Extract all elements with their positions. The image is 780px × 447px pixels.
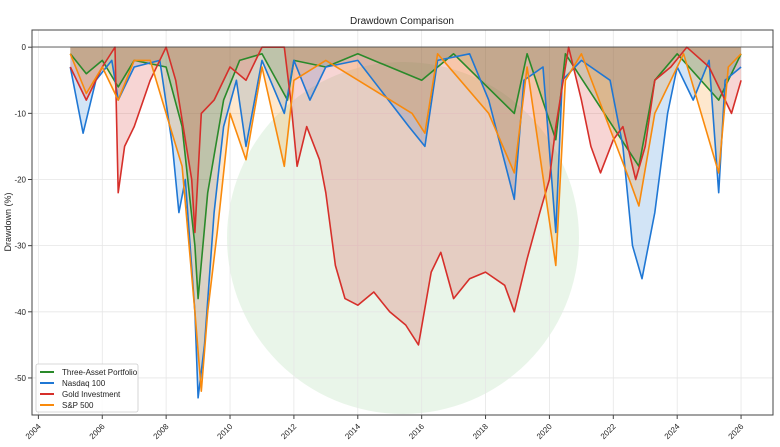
legend-label: S&P 500 (62, 401, 94, 410)
line-gold-investment (69, 46, 742, 346)
y-axis-label: Drawdown (%) (3, 192, 13, 251)
legend-label: Gold Investment (62, 390, 121, 399)
area-s-p-500 (70, 47, 742, 392)
x-tick-label: 2026 (727, 422, 746, 441)
x-tick-label: 2018 (471, 422, 490, 441)
x-tick-label: 2024 (663, 422, 682, 441)
y-axis: 0 -10 -20 -30 -40 -50 (14, 43, 32, 383)
line-nasdaq-100 (69, 53, 742, 399)
legend: Three-Asset Portfolio Nasdaq 100 Gold Inve… (35, 363, 139, 413)
x-tick-label: 2022 (599, 422, 618, 441)
y-tick-label: 0 (22, 43, 27, 52)
y-tick-label: -10 (14, 109, 26, 118)
x-axis: 2004 2006 2008 2010 2012 2014 2016 2018 2020 2022… (24, 415, 746, 441)
y-tick-label: -50 (14, 374, 26, 383)
drawdown-lines (69, 46, 742, 399)
line-s-p-500 (69, 53, 742, 392)
x-tick-label: 2004 (24, 422, 43, 441)
area-three-asset-portfolio (70, 47, 742, 299)
x-tick-label: 2016 (407, 422, 426, 441)
y-tick-label: -20 (14, 176, 26, 185)
legend-box (35, 363, 139, 413)
x-tick-label: 2008 (152, 422, 171, 441)
y-tick-label: -30 (14, 242, 26, 251)
x-tick-label: 2020 (535, 422, 554, 441)
area-gold-investment (70, 47, 742, 345)
chart-title: Drawdown Comparison (350, 16, 454, 27)
legend-label: Three-Asset Portfolio (62, 368, 138, 377)
x-tick-label: 2010 (215, 422, 234, 441)
legend-label: Nasdaq 100 (62, 379, 106, 388)
y-tick-label: -40 (14, 308, 26, 317)
x-tick-label: 2014 (343, 422, 362, 441)
x-tick-label: 2012 (279, 422, 298, 441)
plot-frame (31, 29, 774, 416)
x-tick-label: 2006 (88, 422, 107, 441)
